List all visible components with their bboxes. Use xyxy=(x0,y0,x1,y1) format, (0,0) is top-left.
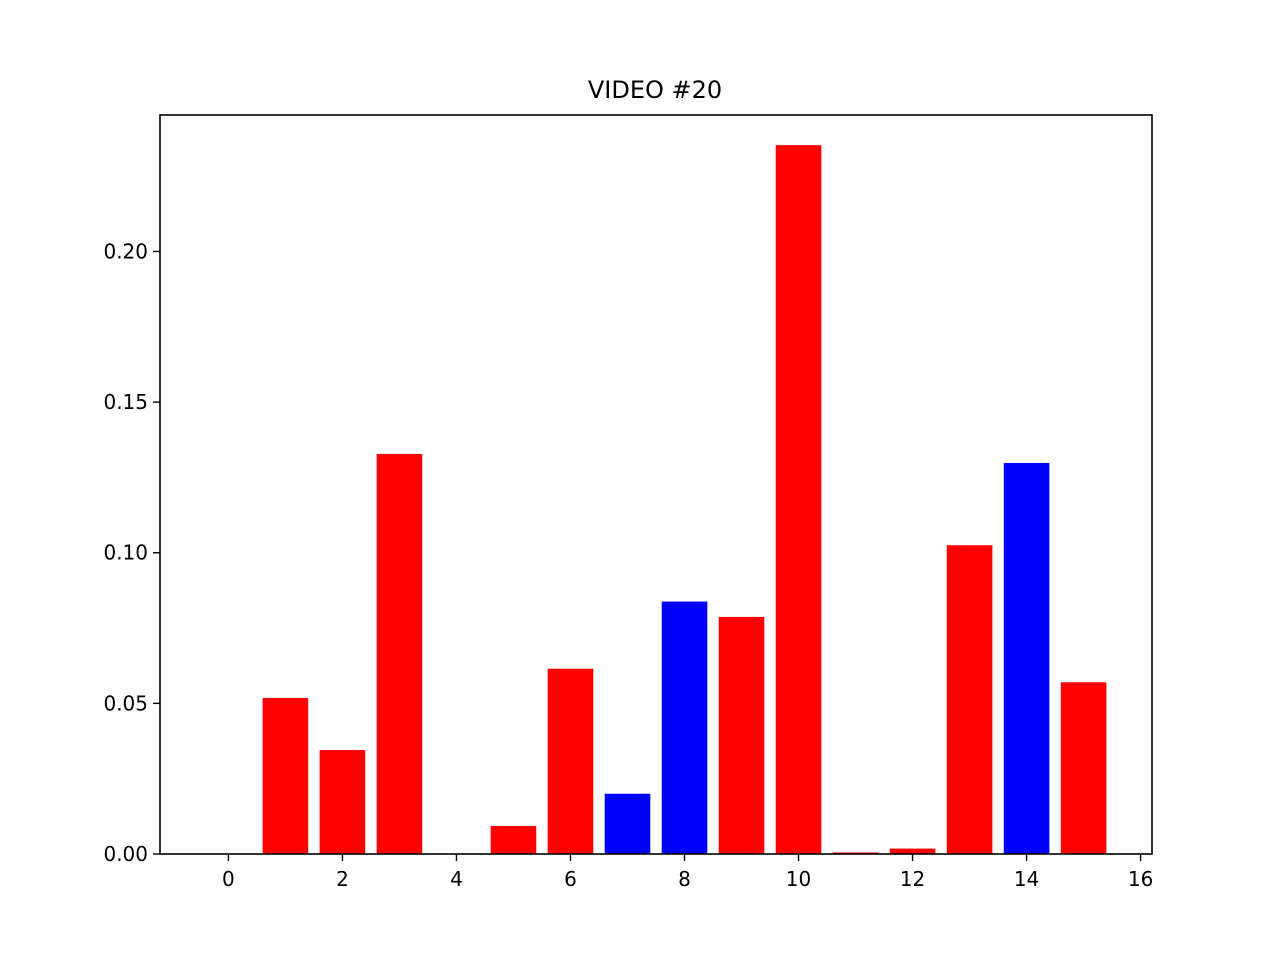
x-tick-label: 12 xyxy=(900,867,925,891)
y-tick-label: 0.00 xyxy=(103,842,148,866)
x-tick-label: 4 xyxy=(450,867,463,891)
bar-15 xyxy=(1060,682,1107,854)
bar-6 xyxy=(547,668,594,854)
bar-8 xyxy=(661,601,708,854)
y-tick-label: 0.20 xyxy=(103,239,148,263)
x-tick-label: 16 xyxy=(1128,867,1153,891)
bar-12 xyxy=(889,848,936,854)
bars-group xyxy=(262,145,1107,855)
plot-frame xyxy=(159,114,1153,855)
x-tick-label: 0 xyxy=(222,867,235,891)
y-axis-ticks: 0.00 0.05 0.10 0.15 0.20 xyxy=(103,239,160,866)
x-tick-label: 6 xyxy=(564,867,577,891)
bar-1 xyxy=(262,697,309,854)
bar-9 xyxy=(718,616,765,854)
x-tick-label: 10 xyxy=(786,867,811,891)
bar-5 xyxy=(490,825,537,854)
bar-10 xyxy=(775,145,822,855)
bar-2 xyxy=(319,750,366,854)
y-tick-label: 0.10 xyxy=(103,541,148,565)
x-tick-label: 14 xyxy=(1014,867,1039,891)
y-tick-label: 0.15 xyxy=(103,390,148,414)
y-tick-label: 0.05 xyxy=(103,691,148,715)
bar-7 xyxy=(604,793,651,854)
x-tick-label: 2 xyxy=(336,867,349,891)
x-tick-label: 8 xyxy=(678,867,691,891)
x-axis-ticks: 0 2 4 6 8 10 12 14 16 xyxy=(222,854,1153,891)
chart-title: VIDEO #20 xyxy=(588,76,722,104)
bar-14 xyxy=(1003,462,1050,854)
bar-13 xyxy=(946,545,993,854)
bar-3 xyxy=(376,453,423,854)
